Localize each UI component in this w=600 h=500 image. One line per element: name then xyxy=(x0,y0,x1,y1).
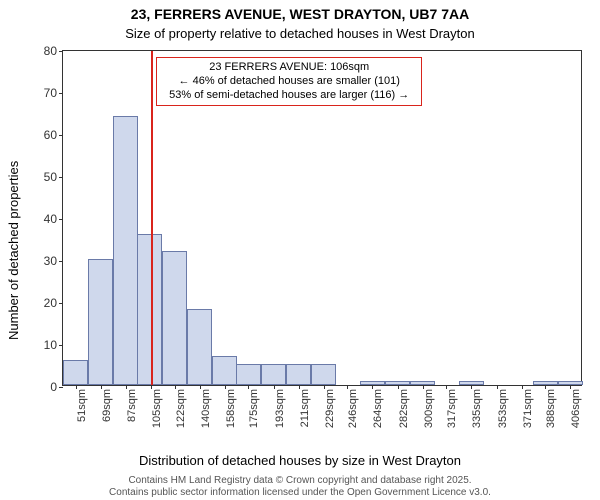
histogram-bar xyxy=(311,364,336,385)
y-tick-mark xyxy=(59,93,63,94)
x-tick-label: 300sqm xyxy=(423,389,435,428)
x-tick-label: 105sqm xyxy=(151,389,163,428)
histogram-bar xyxy=(212,356,237,385)
x-tick-label: 211sqm xyxy=(299,389,311,427)
histogram-bar xyxy=(261,364,286,385)
histogram-bar xyxy=(88,259,113,385)
plot-area: 0102030405060708051sqm69sqm87sqm105sqm12… xyxy=(62,50,582,386)
x-axis-label: Distribution of detached houses by size … xyxy=(0,453,600,468)
histogram-bar xyxy=(236,364,261,385)
x-tick-label: 246sqm xyxy=(347,389,359,428)
histogram-bar xyxy=(286,364,311,385)
x-tick-label: 51sqm xyxy=(76,389,88,422)
x-tick-label: 353sqm xyxy=(497,389,509,428)
x-tick-label: 140sqm xyxy=(200,389,212,428)
x-tick-label: 193sqm xyxy=(274,389,286,428)
histogram-bar xyxy=(533,381,558,385)
histogram-bar xyxy=(187,309,212,385)
histogram-bar xyxy=(360,381,385,385)
y-tick-mark xyxy=(59,345,63,346)
chart-container: 23, FERRERS AVENUE, WEST DRAYTON, UB7 7A… xyxy=(0,0,600,500)
histogram-bar xyxy=(137,234,162,385)
footer-attribution: Contains HM Land Registry data © Crown c… xyxy=(0,475,600,498)
annotation-line-3: 53% of semi-detached houses are larger (… xyxy=(163,89,415,103)
y-axis-label: Number of detached properties xyxy=(6,0,21,500)
annotation-box: 23 FERRERS AVENUE: 106sqm← 46% of detach… xyxy=(156,57,422,106)
histogram-bar xyxy=(558,381,583,385)
histogram-bar xyxy=(162,251,187,385)
x-tick-label: 264sqm xyxy=(372,389,384,428)
x-tick-label: 282sqm xyxy=(398,389,410,428)
x-tick-label: 335sqm xyxy=(471,389,483,428)
x-tick-label: 122sqm xyxy=(175,389,187,428)
annotation-line-2: ← 46% of detached houses are smaller (10… xyxy=(163,75,415,89)
x-tick-label: 175sqm xyxy=(248,389,260,428)
histogram-bar xyxy=(385,381,410,385)
footer-line-2: Contains public sector information licen… xyxy=(0,487,600,499)
footer-line-1: Contains HM Land Registry data © Crown c… xyxy=(0,475,600,487)
y-tick-mark xyxy=(59,261,63,262)
x-tick-label: 317sqm xyxy=(446,389,458,428)
histogram-bar xyxy=(410,381,435,385)
histogram-bar xyxy=(113,116,138,385)
annotation-line-1: 23 FERRERS AVENUE: 106sqm xyxy=(163,61,415,75)
x-tick-label: 406sqm xyxy=(570,389,582,428)
histogram-bar xyxy=(459,381,484,385)
x-tick-label: 388sqm xyxy=(545,389,557,428)
histogram-bar xyxy=(63,360,88,385)
y-tick-mark xyxy=(59,387,63,388)
y-tick-mark xyxy=(59,303,63,304)
x-tick-label: 158sqm xyxy=(225,389,237,428)
property-marker-line xyxy=(151,51,153,385)
y-tick-mark xyxy=(59,135,63,136)
x-tick-label: 229sqm xyxy=(324,389,336,428)
y-tick-mark xyxy=(59,177,63,178)
x-tick-label: 69sqm xyxy=(101,389,113,422)
x-tick-label: 371sqm xyxy=(522,389,534,428)
chart-title: 23, FERRERS AVENUE, WEST DRAYTON, UB7 7A… xyxy=(0,6,600,22)
x-tick-label: 87sqm xyxy=(126,389,138,422)
y-tick-mark xyxy=(59,51,63,52)
chart-subtitle: Size of property relative to detached ho… xyxy=(0,26,600,41)
y-tick-mark xyxy=(59,219,63,220)
